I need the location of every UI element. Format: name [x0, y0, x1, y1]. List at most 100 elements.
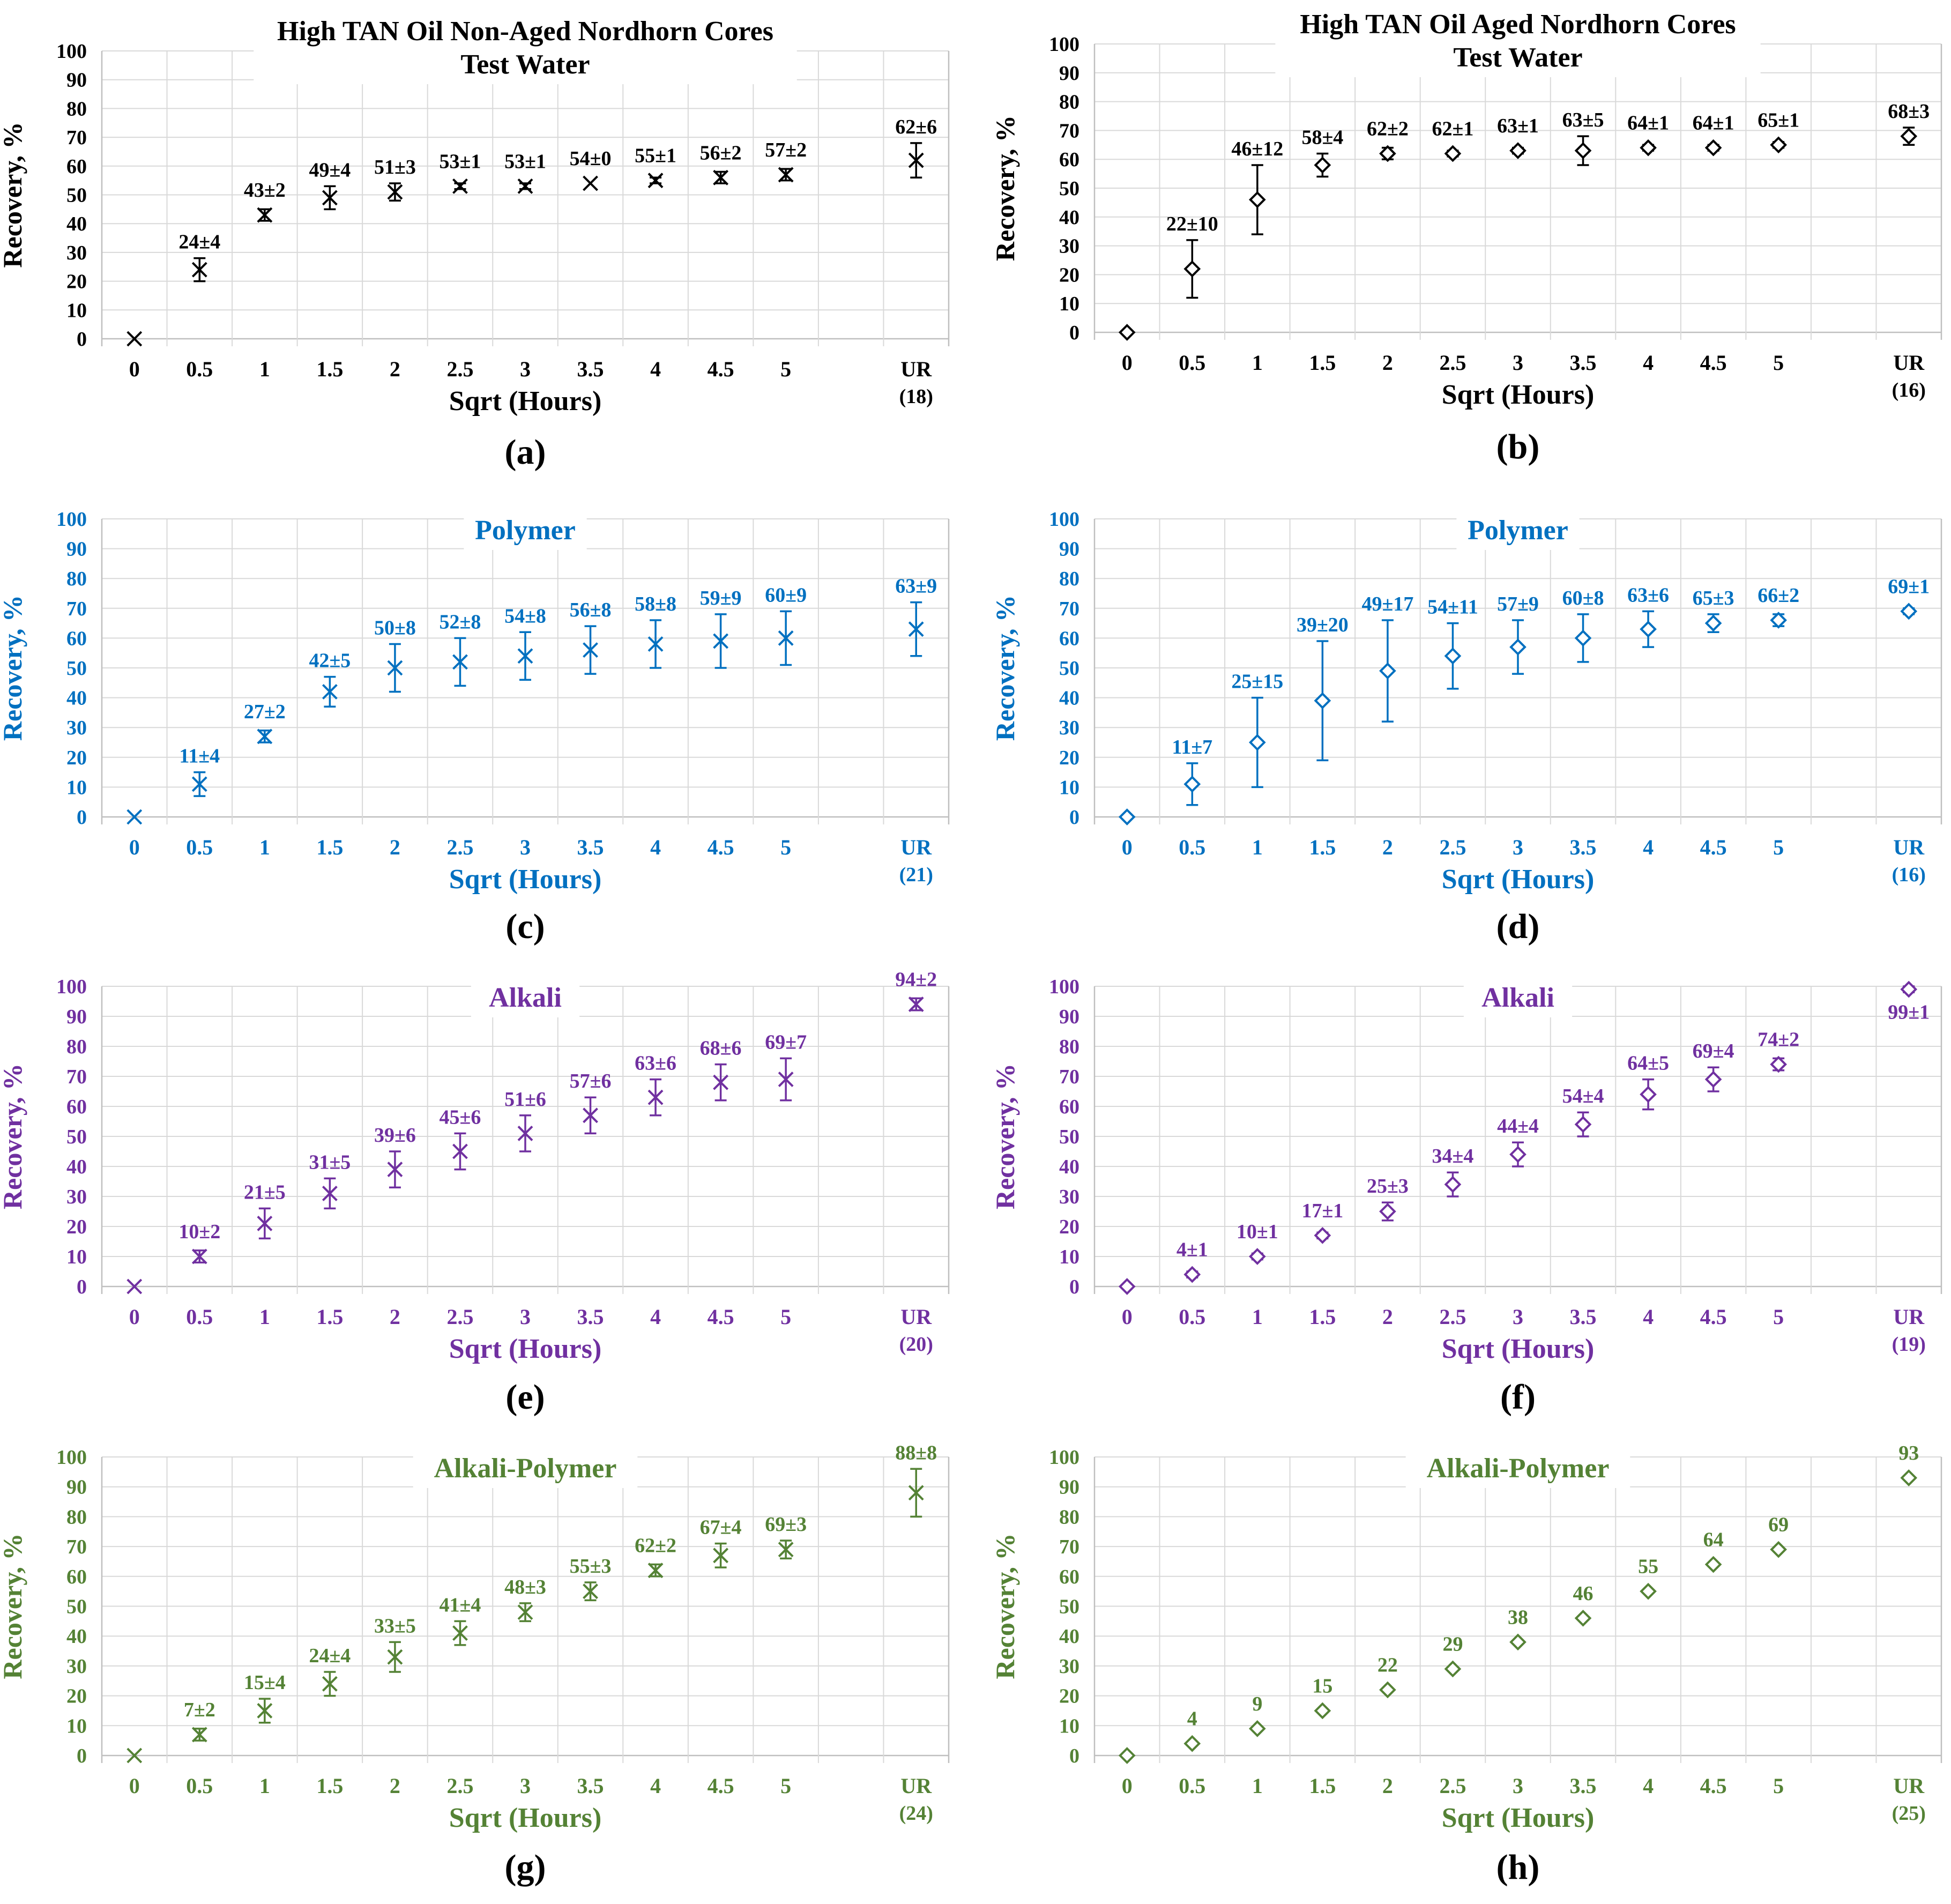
- data-label: 53±1: [440, 150, 481, 173]
- data-point: 68±3: [1888, 100, 1930, 146]
- data-label: 62±2: [1367, 117, 1409, 140]
- data-marker-x: [908, 1485, 924, 1501]
- data-label: 58±8: [635, 593, 676, 615]
- data-point: 54±11: [1427, 596, 1478, 690]
- x-tick-label: 0.5: [1179, 835, 1205, 859]
- x-tick-label: UR: [1893, 1305, 1925, 1329]
- data-marker-x: [257, 207, 273, 223]
- y-tick-label: 40: [66, 1156, 87, 1178]
- data-marker-x: [126, 1278, 143, 1295]
- data-label: 54±8: [504, 605, 546, 627]
- data-marker-x: [778, 1542, 794, 1558]
- chart-title: Test Water: [1453, 42, 1582, 73]
- data-point: 25±15: [1231, 671, 1283, 789]
- data-point: 62±2: [1367, 117, 1409, 162]
- data-marker-diamond: [1900, 128, 1918, 145]
- x-tick-label: 3.5: [1570, 351, 1597, 375]
- data-label: 53±1: [504, 150, 546, 173]
- data-marker-diamond: [1770, 1541, 1787, 1558]
- data-marker-x: [257, 1215, 273, 1231]
- x-tick-label: 3.5: [1570, 835, 1597, 859]
- y-tick-label: 70: [66, 1066, 87, 1088]
- data-label: 46±12: [1231, 138, 1283, 160]
- data-marker-diamond: [1509, 1633, 1526, 1651]
- data-point: 21±5: [244, 1181, 286, 1240]
- y-tick-label: 20: [66, 1216, 87, 1238]
- y-tick-label: 80: [66, 1506, 87, 1528]
- x-tick-label: 5: [1773, 1305, 1784, 1329]
- x-tick-label: 0.5: [186, 1305, 213, 1329]
- x-tick-sample-count: (18): [899, 385, 933, 408]
- x-tick-label: 3.5: [577, 357, 604, 381]
- data-marker-x: [387, 1162, 403, 1178]
- x-tick-label: 3: [520, 1305, 531, 1329]
- data-point: 56±2: [700, 142, 742, 185]
- x-tick-label: 0.5: [186, 835, 213, 859]
- data-marker-x: [517, 178, 533, 194]
- y-tick-label: 10: [1059, 293, 1079, 315]
- chart-title: High TAN Oil Non-Aged Nordhorn Cores: [277, 16, 773, 47]
- chart-title-background: [464, 514, 587, 550]
- x-tick-label: 4: [650, 1774, 661, 1798]
- x-tick-label: 0: [1122, 1305, 1133, 1329]
- x-tick-label: 3.5: [577, 1774, 604, 1798]
- y-tick-label: 100: [56, 508, 87, 531]
- x-tick-label: 3.5: [1570, 1774, 1597, 1798]
- y-tick-label: 100: [1049, 33, 1079, 56]
- y-tick-label: 90: [1059, 62, 1079, 85]
- data-label: 56±8: [570, 599, 612, 621]
- y-tick-label: 80: [1059, 91, 1079, 114]
- data-point: 62±6: [895, 116, 937, 179]
- data-label: 44±4: [1497, 1115, 1539, 1137]
- x-tick-label: 3.5: [1570, 1305, 1597, 1329]
- x-tick-label: 0: [1122, 351, 1133, 375]
- data-point: 48±3: [504, 1576, 546, 1623]
- data-point: [126, 331, 143, 347]
- data-label: 15: [1312, 1675, 1332, 1697]
- data-label: 10±2: [178, 1221, 220, 1243]
- data-label: 64±5: [1627, 1052, 1669, 1075]
- data-marker-diamond: [1574, 1609, 1592, 1627]
- data-marker-diamond: [1770, 612, 1787, 629]
- y-tick-label: 80: [1059, 568, 1079, 590]
- data-marker-x: [191, 1727, 207, 1743]
- data-label: 51±3: [374, 156, 416, 178]
- x-tick-sample-count: (21): [899, 864, 933, 886]
- data-label: 68±3: [1888, 100, 1930, 123]
- y-axis-title: Recovery, %: [990, 1063, 1020, 1209]
- data-label: 59±9: [700, 587, 742, 609]
- x-tick-label: 2.5: [1439, 835, 1466, 859]
- data-marker-diamond: [1509, 638, 1526, 656]
- x-tick-label: 1.5: [316, 1774, 343, 1798]
- chart-title: High TAN Oil Aged Nordhorn Cores: [1300, 9, 1736, 40]
- data-point: 22±10: [1166, 213, 1218, 299]
- y-tick-label: 70: [66, 1536, 87, 1558]
- data-marker-x: [517, 648, 533, 664]
- x-tick-label: 2: [1382, 1774, 1393, 1798]
- y-tick-label: 70: [1059, 120, 1079, 142]
- data-point: 57±9: [1497, 593, 1539, 675]
- data-label: 58±4: [1301, 126, 1343, 148]
- x-tick-label: 2: [390, 357, 400, 381]
- y-tick-label: 30: [66, 242, 87, 264]
- y-tick-label: 60: [66, 627, 87, 650]
- data-marker-x: [778, 167, 794, 183]
- data-marker-x: [713, 169, 729, 185]
- x-tick-sample-count: (25): [1892, 1802, 1926, 1825]
- data-label: 63±6: [1627, 584, 1669, 606]
- chart-panel-d: 0 10 20 30 40 50 60 70 80 90 100 0 0.5 1 1.5 2 2.5 3 3.5 4 4…: [990, 508, 1942, 895]
- chart-title: Test Water: [460, 49, 590, 80]
- y-tick-label: 0: [77, 806, 87, 829]
- data-marker-x: [647, 1089, 664, 1105]
- x-tick-label: 2.5: [446, 1774, 473, 1798]
- subfigure-label: (c): [505, 907, 545, 946]
- y-tick-label: 70: [1059, 598, 1079, 620]
- data-label: 69±3: [765, 1513, 807, 1536]
- y-tick-label: 10: [1059, 1246, 1079, 1268]
- data-label: 34±4: [1432, 1145, 1474, 1167]
- data-point: 63±1: [1497, 115, 1539, 159]
- data-point: 54±4: [1562, 1085, 1604, 1137]
- x-tick-label: 2: [1382, 1305, 1393, 1329]
- x-tick-label: UR: [1893, 835, 1925, 859]
- data-point: 58±4: [1301, 126, 1343, 178]
